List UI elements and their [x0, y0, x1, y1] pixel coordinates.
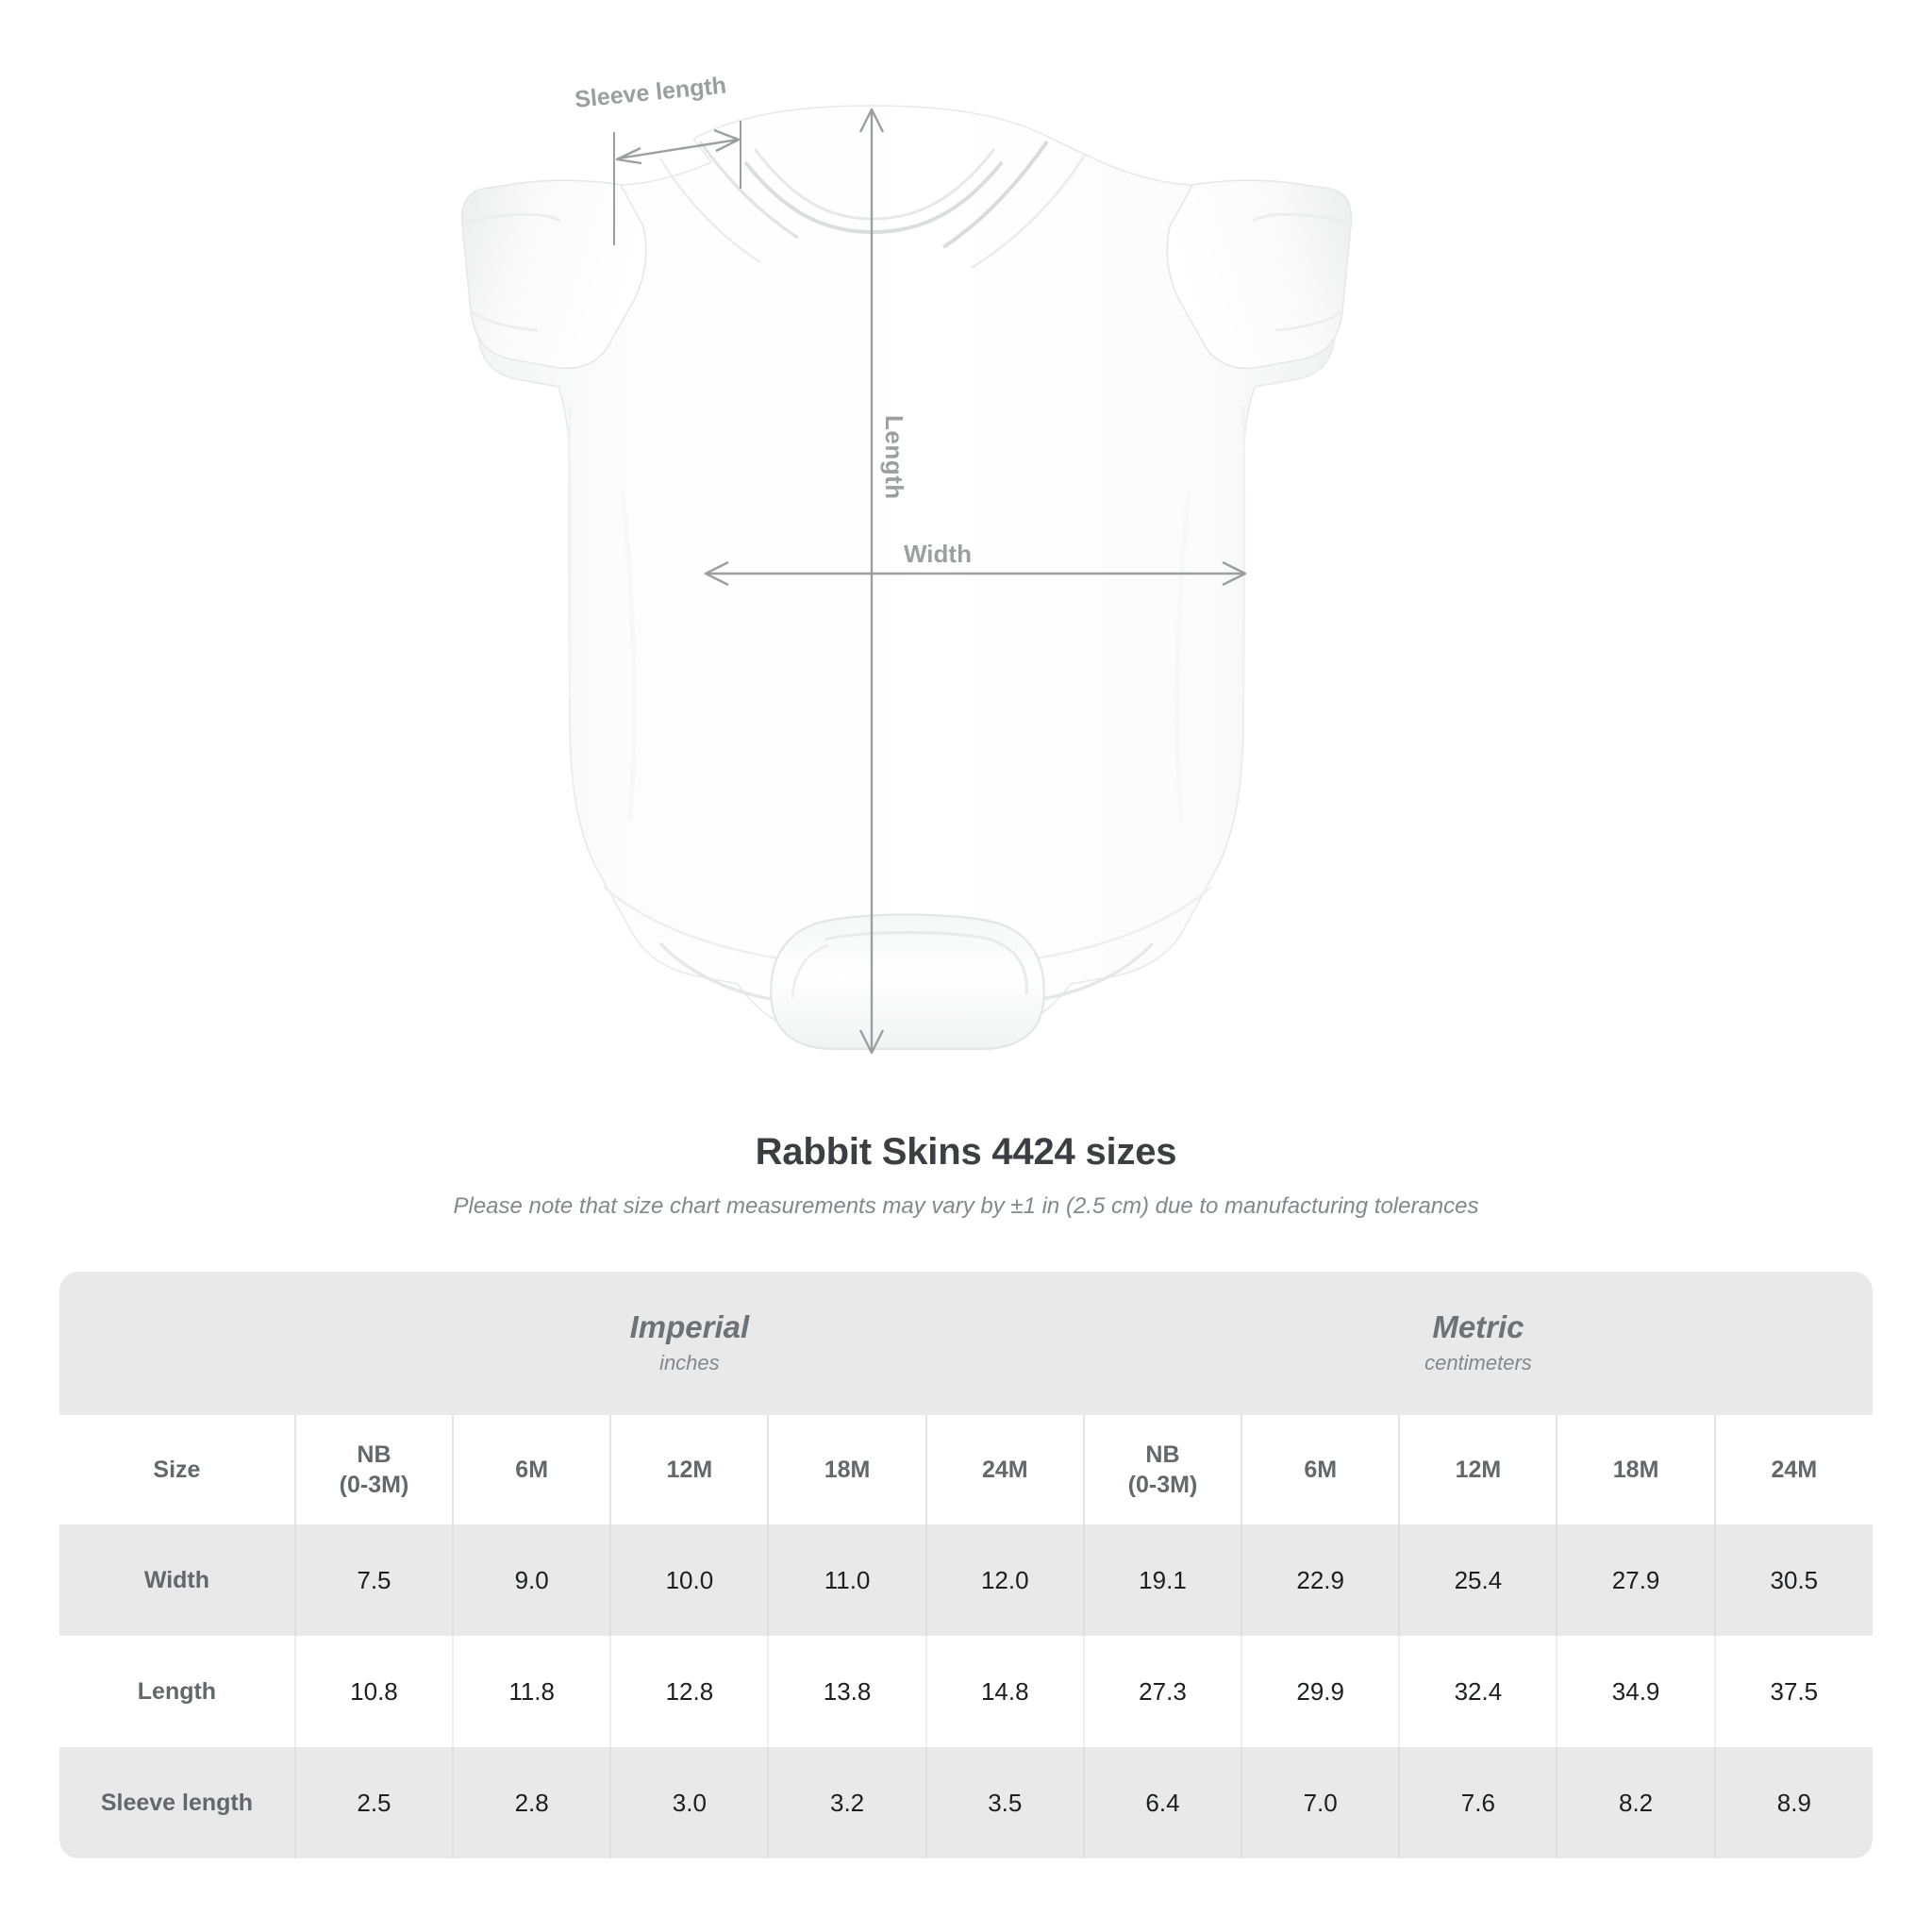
cell-sleeve-6m-cm: 7.0	[1241, 1747, 1400, 1858]
size-chart-table: Imperial inches Metric centimeters Size …	[59, 1272, 1873, 1858]
size-header-line1: NB	[357, 1441, 391, 1468]
size-column-header-12m-imperial: 12M	[609, 1415, 769, 1524]
unit-group-metric: Metric centimeters	[1083, 1272, 1873, 1415]
unit-group-imperial: Imperial inches	[294, 1272, 1084, 1415]
cell-width-nb-cm: 19.1	[1082, 1524, 1242, 1636]
cell-sleeve-nb-cm: 6.4	[1082, 1747, 1242, 1858]
table-row: Width 7.5 9.0 10.0 11.0 12.0 19.1 22.9 2…	[59, 1524, 1873, 1636]
table-row: Length 10.8 11.8 12.8 13.8 14.8 27.3 29.…	[59, 1636, 1873, 1747]
size-column-header-18m-imperial: 18M	[767, 1415, 926, 1524]
size-column-header-24m-imperial: 24M	[924, 1415, 1084, 1524]
unit-group-metric-sub: centimeters	[1424, 1351, 1532, 1374]
cell-length-6m-cm: 29.9	[1241, 1636, 1400, 1747]
cell-width-18m-in: 11.0	[767, 1524, 926, 1636]
cell-sleeve-nb-in: 2.5	[293, 1747, 454, 1858]
cell-sleeve-24m-cm: 8.9	[1713, 1747, 1873, 1858]
cell-length-18m-in: 13.8	[767, 1636, 926, 1747]
size-header-line1: NB	[1145, 1441, 1180, 1468]
title-block: Rabbit Skins 4424 sizes Please note that…	[0, 1128, 1932, 1221]
row-label-width: Width	[59, 1524, 295, 1636]
size-column-header-12m-metric: 12M	[1398, 1415, 1557, 1524]
size-column-header-24m-metric: 24M	[1713, 1415, 1873, 1524]
cell-length-24m-in: 14.8	[924, 1636, 1084, 1747]
size-column-header-nb-metric: NB (0-3M)	[1082, 1415, 1242, 1524]
cell-sleeve-12m-in: 3.0	[609, 1747, 769, 1858]
unit-header-row: Imperial inches Metric centimeters	[59, 1272, 1873, 1415]
cell-width-12m-in: 10.0	[609, 1524, 769, 1636]
size-corner-header: Size	[59, 1415, 295, 1524]
width-dimension-label: Width	[904, 540, 972, 568]
table-row: Sleeve length 2.5 2.8 3.0 3.2 3.5 6.4 7.…	[59, 1747, 1873, 1858]
cell-width-12m-cm: 25.4	[1398, 1524, 1557, 1636]
cell-width-24m-cm: 30.5	[1713, 1524, 1873, 1636]
cell-width-24m-in: 12.0	[924, 1524, 1084, 1636]
cell-width-nb-in: 7.5	[293, 1524, 454, 1636]
unit-group-imperial-sub: inches	[659, 1351, 720, 1374]
cell-sleeve-12m-cm: 7.6	[1398, 1747, 1557, 1858]
size-header-line2: (0-3M)	[1127, 1472, 1198, 1498]
size-header-row: Size NB (0-3M) 6M 12M 18M 24M NB (0-3M) …	[59, 1415, 1873, 1524]
bodysuit-diagram	[460, 105, 1353, 1055]
cell-length-12m-in: 12.8	[609, 1636, 769, 1747]
cell-sleeve-6m-in: 2.8	[452, 1747, 611, 1858]
cell-width-6m-cm: 22.9	[1241, 1524, 1400, 1636]
cell-length-12m-cm: 32.4	[1398, 1636, 1557, 1747]
cell-sleeve-18m-cm: 8.2	[1556, 1747, 1715, 1858]
cell-length-24m-cm: 37.5	[1713, 1636, 1873, 1747]
length-dimension-label: Length	[880, 415, 908, 500]
size-column-header-18m-metric: 18M	[1556, 1415, 1715, 1524]
cell-width-18m-cm: 27.9	[1556, 1524, 1715, 1636]
cell-sleeve-24m-in: 3.5	[924, 1747, 1084, 1858]
size-chart-container: Imperial inches Metric centimeters Size …	[59, 1272, 1873, 1858]
cell-width-6m-in: 9.0	[452, 1524, 611, 1636]
unit-group-metric-name: Metric	[1432, 1309, 1524, 1344]
size-column-header-nb-imperial: NB (0-3M)	[293, 1415, 454, 1524]
unit-group-imperial-name: Imperial	[629, 1309, 750, 1344]
garment-illustration: Sleeve length Length Width	[460, 73, 1353, 1055]
page-title: Rabbit Skins 4424 sizes	[755, 1131, 1177, 1173]
size-header-line2: (0-3M)	[339, 1472, 409, 1498]
cell-length-nb-in: 10.8	[293, 1636, 454, 1747]
row-label-length: Length	[59, 1636, 295, 1747]
size-column-header-6m-imperial: 6M	[452, 1415, 611, 1524]
unit-header-spacer	[59, 1272, 295, 1415]
cell-length-18m-cm: 34.9	[1556, 1636, 1715, 1747]
cell-sleeve-18m-in: 3.2	[767, 1747, 926, 1858]
row-label-sleeve-length: Sleeve length	[59, 1747, 295, 1858]
dimension-guides	[613, 108, 1247, 1055]
garment-body	[460, 105, 1353, 1051]
cell-length-6m-in: 11.8	[452, 1636, 611, 1747]
cell-length-nb-cm: 27.3	[1082, 1636, 1242, 1747]
size-column-header-6m-metric: 6M	[1241, 1415, 1400, 1524]
page-subtitle: Please note that size chart measurements…	[453, 1193, 1479, 1219]
sleeve-guide-line	[617, 138, 739, 160]
